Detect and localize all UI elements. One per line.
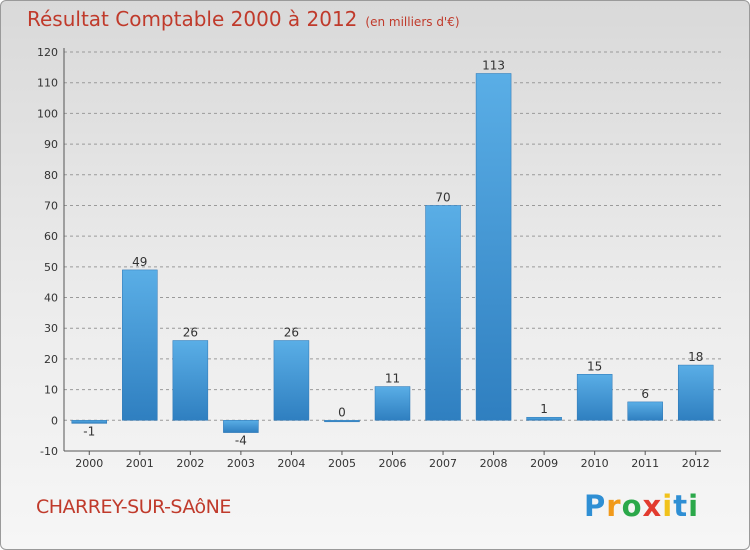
x-tick-label: 2001 [126,457,154,470]
logo-letter: P [584,489,607,523]
bar [576,374,613,421]
bars [71,73,714,433]
y-tick-label: 90 [44,138,58,151]
x-tick-label: 2010 [581,457,609,470]
bar [223,420,259,433]
x-tick-label: 2004 [277,457,305,470]
subtitle-text: (en milliers d'€) [365,15,460,29]
data-label: -1 [83,424,95,438]
bar [324,420,360,423]
data-label: 49 [132,255,147,269]
logo-letter: r [606,489,622,523]
logo-letter: i [662,489,674,523]
logo-letter: x [642,489,663,523]
proxiti-logo: Proxiti [584,489,699,523]
data-label: 1 [540,402,548,416]
data-label: 70 [435,190,450,204]
y-tick-label: 0 [51,414,58,427]
bar [273,340,310,421]
data-label: 113 [482,58,505,72]
y-tick-label: 10 [44,384,58,397]
data-label: 18 [688,350,703,364]
commune-name: CHARREY-SUR-SAôNE [36,496,231,518]
x-tick-label: 2012 [682,457,710,470]
data-label: 26 [183,326,198,340]
bar [627,401,663,421]
y-tick-label: 110 [37,77,58,90]
x-tick-label: 2007 [429,457,457,470]
data-label: 11 [385,372,400,386]
x-tick-label: 2002 [176,457,204,470]
logo-letter: i [688,489,700,523]
x-tick-label: 2003 [227,457,255,470]
bar [122,269,158,421]
y-tick-label: 70 [44,199,58,212]
bar [425,205,461,421]
y-tick-label: 80 [44,169,58,182]
y-tick-label: 50 [44,261,58,274]
bar [172,340,209,421]
bar [71,420,108,424]
y-tick-label: 120 [37,46,58,59]
axes [63,48,721,455]
data-label: 0 [338,405,346,419]
logo-letter: t [673,489,689,523]
x-tick-label: 2006 [379,457,407,470]
x-tick-label: 2011 [631,457,659,470]
bar [475,73,512,421]
bar [677,364,714,421]
y-tick-label: 60 [44,230,58,243]
y-tick-label: 30 [44,322,58,335]
y-tick-label: 100 [37,107,58,120]
chart-title: Résultat Comptable 2000 à 2012 (en millie… [27,7,460,31]
title-text: Résultat Comptable 2000 à 2012 [27,7,358,31]
data-label: 6 [641,387,649,401]
y-tick-label: -10 [40,445,58,458]
logo-letter: o [621,489,643,523]
x-tick-label: 2009 [530,457,558,470]
x-tick-label: 2008 [480,457,508,470]
bar [374,386,411,421]
y-tick-label: 20 [44,353,58,366]
x-tick-label: 2000 [75,457,103,470]
data-labels: -1 49 26 -4 26 0 11 70 113 1 15 6 18 [83,58,703,447]
data-label: -4 [235,434,247,448]
y-tick-label: 40 [44,292,58,305]
data-label: 15 [587,359,602,373]
x-tick-label: 2005 [328,457,356,470]
bar [526,416,562,421]
data-label: 26 [284,326,299,340]
